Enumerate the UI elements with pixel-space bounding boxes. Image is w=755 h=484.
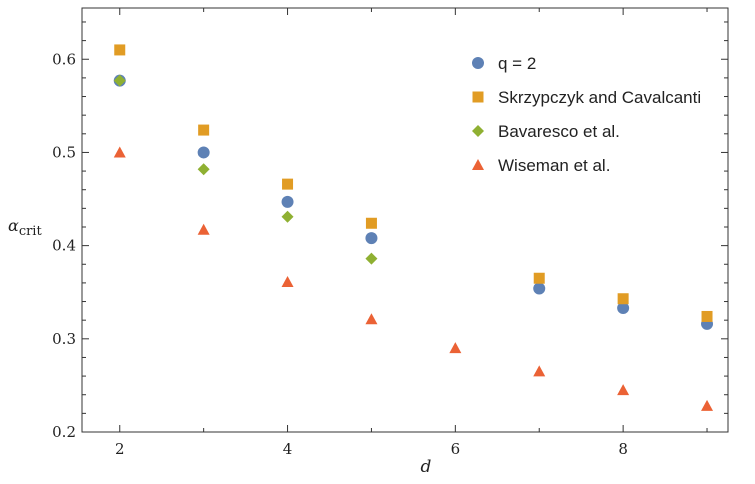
y-tick-label: 0.4 (52, 237, 76, 255)
point-wiseman-et-al (617, 384, 630, 396)
legend-marker (472, 125, 484, 137)
point-wiseman-et-al (365, 313, 378, 325)
y-axis-label-main: α (8, 216, 19, 235)
point-wiseman-et-al (449, 342, 462, 354)
y-tick-label: 0.6 (52, 50, 76, 68)
point-bavaresco-et-al (281, 210, 294, 223)
data-points (113, 44, 714, 411)
axis-ticks: 2 4 6 8 0.2 0.3 0.4 0.5 0.6 (52, 8, 728, 458)
point-skrzypczyk-and-cavalcanti (114, 44, 126, 56)
point-wiseman-et-al (197, 223, 210, 235)
point-q-2 (533, 282, 546, 295)
legend-marker (472, 91, 484, 103)
legend-label: Skrzypczyk and Cavalcanti (498, 88, 701, 107)
point-wiseman-et-al (281, 275, 294, 287)
point-wiseman-et-al (533, 365, 546, 377)
x-tick-label: 2 (115, 440, 125, 458)
x-tick-label: 6 (451, 440, 461, 458)
legend-marker (472, 159, 484, 170)
x-tick-label: 8 (618, 440, 628, 458)
point-bavaresco-et-al (197, 163, 210, 176)
x-axis-label: d (421, 457, 432, 477)
legend-label: q = 2 (498, 54, 536, 73)
point-bavaresco-et-al (113, 74, 126, 87)
point-wiseman-et-al (113, 146, 126, 158)
plot-frame (81, 7, 729, 433)
legend-label: Bavaresco et al. (498, 122, 620, 141)
point-skrzypczyk-and-cavalcanti (701, 310, 713, 322)
y-axis-label: αcrit (8, 216, 42, 239)
y-tick-label: 0.2 (52, 423, 76, 441)
point-q-2 (365, 232, 378, 245)
y-tick-label: 0.5 (52, 143, 76, 161)
legend-marker (472, 57, 484, 69)
point-q-2 (281, 195, 294, 208)
point-q-2 (617, 302, 630, 315)
x-tick-label: 4 (283, 440, 293, 458)
point-skrzypczyk-and-cavalcanti (365, 217, 377, 229)
y-axis-label-subscript: crit (19, 224, 43, 239)
point-bavaresco-et-al (365, 252, 378, 265)
point-skrzypczyk-and-cavalcanti (282, 178, 294, 190)
y-tick-label: 0.3 (52, 330, 76, 348)
plot-axes (81, 7, 729, 433)
legend-label: Wiseman et al. (498, 156, 610, 175)
point-skrzypczyk-and-cavalcanti (533, 272, 545, 284)
point-skrzypczyk-and-cavalcanti (617, 293, 629, 305)
point-skrzypczyk-and-cavalcanti (198, 124, 210, 136)
legend: q = 2 Skrzypczyk and Cavalcanti Bavaresco … (472, 54, 701, 175)
point-wiseman-et-al (701, 399, 714, 411)
point-q-2 (197, 146, 210, 159)
